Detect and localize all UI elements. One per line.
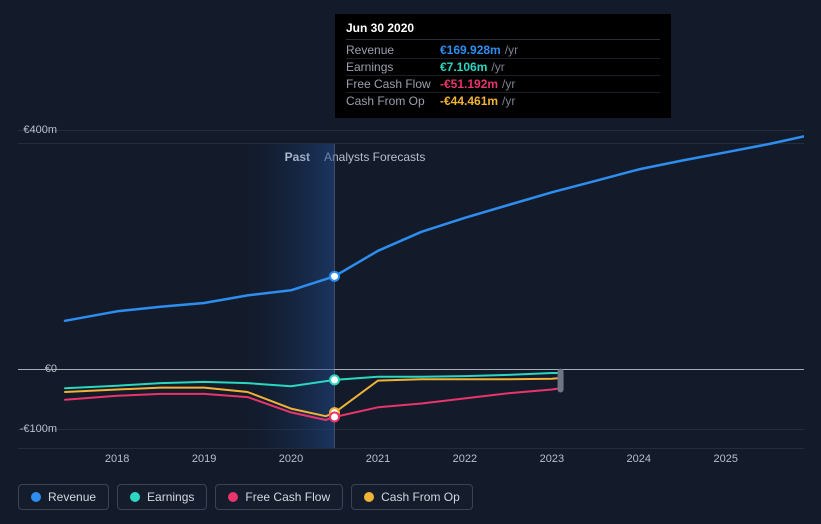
legend-label: Revenue — [48, 490, 96, 504]
marker-fcf[interactable] — [330, 412, 339, 421]
legend-label: Free Cash Flow — [245, 490, 330, 504]
financial-chart[interactable]: €400m €0 -€100m Past Analysts Forecasts … — [18, 0, 804, 470]
tooltip-row-value: -€51.192m — [440, 77, 498, 91]
chart-legend: Revenue Earnings Free Cash Flow Cash From O… — [18, 484, 473, 510]
tooltip-row-unit: /yr — [491, 60, 504, 74]
legend-item-fcf[interactable]: Free Cash Flow — [215, 484, 343, 510]
tooltip-row-value: -€44.461m — [440, 94, 498, 108]
tooltip-row: Free Cash Flow-€51.192m/yr — [346, 76, 660, 93]
x-tick-label: 2018 — [105, 453, 129, 465]
tooltip-row-label: Free Cash Flow — [346, 77, 440, 91]
x-tick-label: 2025 — [714, 453, 738, 465]
legend-label: Cash From Op — [381, 490, 460, 504]
tooltip-row-value: €169.928m — [440, 43, 501, 57]
tooltip-row-value: €7.106m — [440, 60, 487, 74]
legend-label: Earnings — [147, 490, 194, 504]
legend-dot-icon — [130, 492, 140, 502]
tooltip-row-label: Revenue — [346, 43, 440, 57]
legend-dot-icon — [364, 492, 374, 502]
tooltip-row-unit: /yr — [505, 43, 518, 57]
legend-dot-icon — [31, 492, 41, 502]
x-tick-label: 2019 — [192, 453, 216, 465]
tooltip-row-unit: /yr — [502, 77, 515, 91]
x-tick-label: 2020 — [279, 453, 303, 465]
tooltip-row: Revenue€169.928m/yr — [346, 42, 660, 59]
x-tick-label: 2024 — [627, 453, 651, 465]
legend-dot-icon — [228, 492, 238, 502]
legend-item-earnings[interactable]: Earnings — [117, 484, 207, 510]
series-line-revenue[interactable] — [65, 136, 804, 320]
x-tick-label: 2023 — [540, 453, 564, 465]
legend-item-cfo[interactable]: Cash From Op — [351, 484, 473, 510]
tooltip-row: Cash From Op-€44.461m/yr — [346, 93, 660, 109]
x-tick-label: 2022 — [453, 453, 477, 465]
marker-earnings[interactable] — [330, 375, 339, 384]
tooltip-row-label: Earnings — [346, 60, 440, 74]
x-tick-label: 2021 — [366, 453, 390, 465]
marker-revenue[interactable] — [330, 272, 339, 281]
tooltip-row: Earnings€7.106m/yr — [346, 59, 660, 76]
tooltip-row-unit: /yr — [502, 94, 515, 108]
tooltip-row-label: Cash From Op — [346, 94, 440, 108]
legend-item-revenue[interactable]: Revenue — [18, 484, 109, 510]
chart-tooltip: Jun 30 2020 Revenue€169.928m/yrEarnings€… — [335, 14, 671, 118]
tooltip-date: Jun 30 2020 — [346, 21, 660, 40]
